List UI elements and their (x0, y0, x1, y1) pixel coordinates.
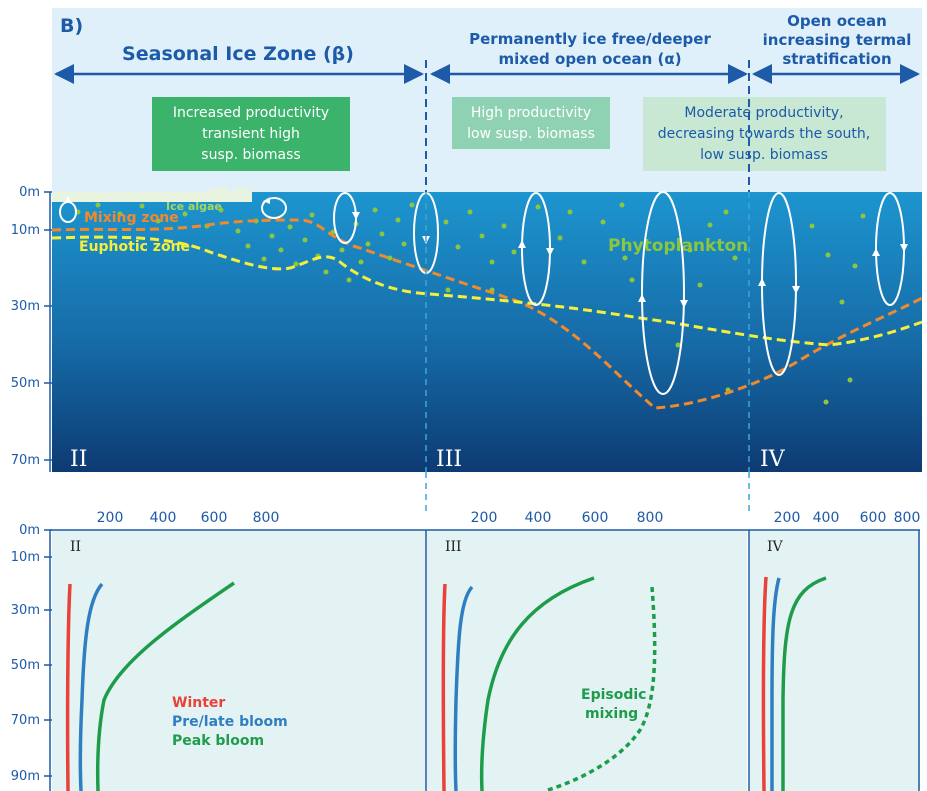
region-label-iii: III (436, 447, 462, 472)
phytoplankton-label: Phytoplankton (608, 236, 748, 256)
profile-label-ii: II (70, 539, 81, 555)
zone-permanent-label-2: mixed open ocean (α) (498, 50, 681, 68)
iv-x-tick-600: 600 (860, 510, 887, 526)
episodic-label-1: Episodic (581, 687, 646, 703)
panel-label: B) (60, 15, 83, 37)
iv-winter-curve (761, 576, 768, 791)
zone-open-label-1: Open ocean (787, 12, 887, 30)
note-1-line-1: Increased productivity (173, 105, 329, 121)
ice-strip (52, 192, 252, 202)
zone-permanent-label-1: Permanently ice free/deeper (469, 30, 711, 48)
iii-x-tick-400: 400 (525, 510, 552, 526)
iv-peak-curve (781, 576, 827, 791)
legend-winter: Winter (172, 695, 225, 711)
note-3-line-1: Moderate productivity, (684, 105, 843, 121)
profile-label-iv: IV (767, 539, 784, 555)
iv-x-tick-800: 800 (894, 510, 921, 526)
iii-x-tick-600: 600 (582, 510, 609, 526)
note-1-line-3: susp. biomass (201, 147, 300, 163)
top-depth-tick-4: 70m (11, 453, 40, 468)
mixing-loop-2 (261, 197, 287, 219)
ice-block-1 (210, 188, 228, 198)
profile-panel-iii (427, 530, 747, 791)
iii-prelate-curve (453, 585, 474, 791)
mixing-loop-6 (641, 191, 685, 395)
profile-depth-tick-1: 10m (11, 550, 40, 565)
zone-open-label-3: stratification (782, 50, 891, 68)
ocean-background (52, 192, 922, 472)
profile-x-ticks: 200 400 600 800 200 400 600 800 200 400 … (97, 510, 921, 526)
iii-winter-curve (441, 583, 447, 791)
note-box-1 (152, 97, 350, 171)
ii-x-tick-600: 600 (201, 510, 228, 526)
ii-prelate-curve (78, 582, 104, 791)
ii-peak-curve (95, 581, 235, 791)
mixing-zone-label: Mixing zone (84, 210, 179, 226)
episodic-label-2: mixing (585, 706, 638, 722)
profile-depth-tick-3: 50m (11, 658, 40, 673)
note-3-line-3: low susp. biomass (700, 147, 828, 163)
legend-peak: Peak bloom (172, 733, 264, 749)
iv-prelate-curve (770, 577, 781, 791)
top-depth-tick-2: 30m (11, 299, 40, 314)
top-depth-tick-0: 0m (19, 185, 40, 200)
iv-x-tick-400: 400 (813, 510, 840, 526)
profile-depth-tick-0: 0m (19, 523, 40, 538)
profile-label-iii: III (445, 539, 462, 555)
ii-winter-curve (65, 583, 72, 791)
note-3-line-2: decreasing towards the south, (658, 126, 870, 142)
zone-seasonal-label: Seasonal Ice Zone (β) (122, 43, 354, 65)
note-box-2 (452, 97, 610, 149)
note-2-line-2: low susp. biomass (467, 126, 595, 142)
profile-panel-iv (750, 530, 920, 791)
top-depth-tick-3: 50m (11, 376, 40, 391)
iii-peak-curve (479, 576, 595, 791)
euphotic-zone-line (51, 235, 923, 347)
ii-x-tick-800: 800 (253, 510, 280, 526)
ii-x-tick-200: 200 (97, 510, 124, 526)
ice-block-2 (234, 188, 250, 198)
iii-x-tick-200: 200 (471, 510, 498, 526)
note-box-3 (643, 97, 886, 171)
zone-open-label-2: increasing termal (763, 31, 912, 49)
phytoplankton-dots (75, 202, 866, 405)
euphotic-zone-label: Euphotic zone (79, 239, 190, 255)
profile-depth-axis: 0m 10m 30m 50m 70m 90m (11, 523, 52, 791)
ice-algae-label: Ice algae (166, 200, 222, 213)
profile-panel-ii (52, 530, 425, 791)
profile-depth-tick-5: 90m (11, 769, 40, 784)
region-label-ii: II (70, 447, 87, 472)
iii-x-tick-800: 800 (637, 510, 664, 526)
legend-prelate: Pre/late bloom (172, 714, 288, 730)
iv-x-tick-200: 200 (774, 510, 801, 526)
ii-x-tick-400: 400 (150, 510, 177, 526)
note-2-line-1: High productivity (471, 105, 591, 121)
iii-episodic-curve (544, 586, 657, 791)
top-depth-axis: 0m 10m 30m 50m 70m (11, 185, 52, 472)
note-1-line-2: transient high (202, 126, 300, 142)
profile-depth-tick-2: 30m (11, 603, 40, 618)
profile-depth-tick-4: 70m (11, 713, 40, 728)
top-depth-tick-1: 10m (11, 223, 40, 238)
region-label-iv: IV (760, 447, 786, 472)
